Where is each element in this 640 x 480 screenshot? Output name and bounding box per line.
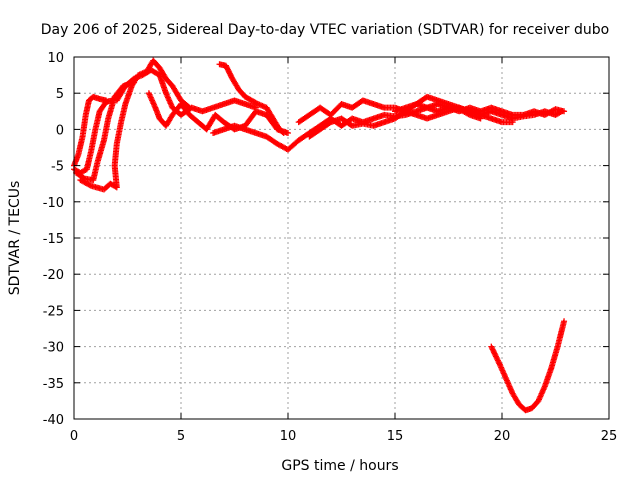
data-point — [561, 318, 568, 325]
y-tick-label: -15 — [43, 232, 64, 247]
data-series — [71, 57, 568, 414]
series-track-11 — [392, 101, 568, 118]
data-point — [253, 100, 260, 107]
x-tick-label: 20 — [494, 429, 511, 444]
series-track-5 — [113, 67, 259, 118]
x-axis-label: GPS time / hours — [281, 458, 398, 474]
y-tick-label: -5 — [51, 160, 64, 175]
x-tick-label: 10 — [280, 429, 297, 444]
y-axis-label: SDTVAR / TECUs — [7, 181, 23, 296]
y-tick-label: -25 — [43, 304, 64, 319]
x-tick-label: 0 — [70, 429, 78, 444]
series-track-7 — [216, 61, 287, 137]
x-tick-label: 15 — [387, 429, 404, 444]
series-track-2 — [71, 97, 116, 176]
data-point — [561, 108, 568, 115]
y-tick-label: 0 — [56, 123, 64, 138]
y-tick-label: 10 — [47, 51, 64, 66]
y-tick-label: -30 — [43, 341, 64, 356]
chart-title: Day 206 of 2025, Sidereal Day-to-day VTE… — [41, 22, 609, 38]
y-tick-label: -35 — [43, 377, 64, 392]
data-point — [279, 129, 286, 136]
y-axis-ticks: 10 5 0 -5 -10 -15 -20 -25 -30 -35 -40 — [43, 51, 609, 428]
x-axis-ticks: 0 5 10 15 20 25 — [70, 57, 617, 444]
x-tick-label: 5 — [177, 429, 185, 444]
series-track-1 — [71, 93, 110, 169]
data-point — [86, 182, 93, 189]
data-point — [280, 130, 287, 137]
series-track-12 — [488, 318, 568, 414]
series-track-6 — [145, 90, 291, 137]
y-tick-label: -10 — [43, 196, 64, 211]
x-tick-label: 25 — [601, 429, 618, 444]
y-tick-label: -20 — [43, 268, 64, 283]
y-tick-label: 5 — [56, 87, 64, 102]
y-tick-label: -40 — [43, 413, 64, 428]
